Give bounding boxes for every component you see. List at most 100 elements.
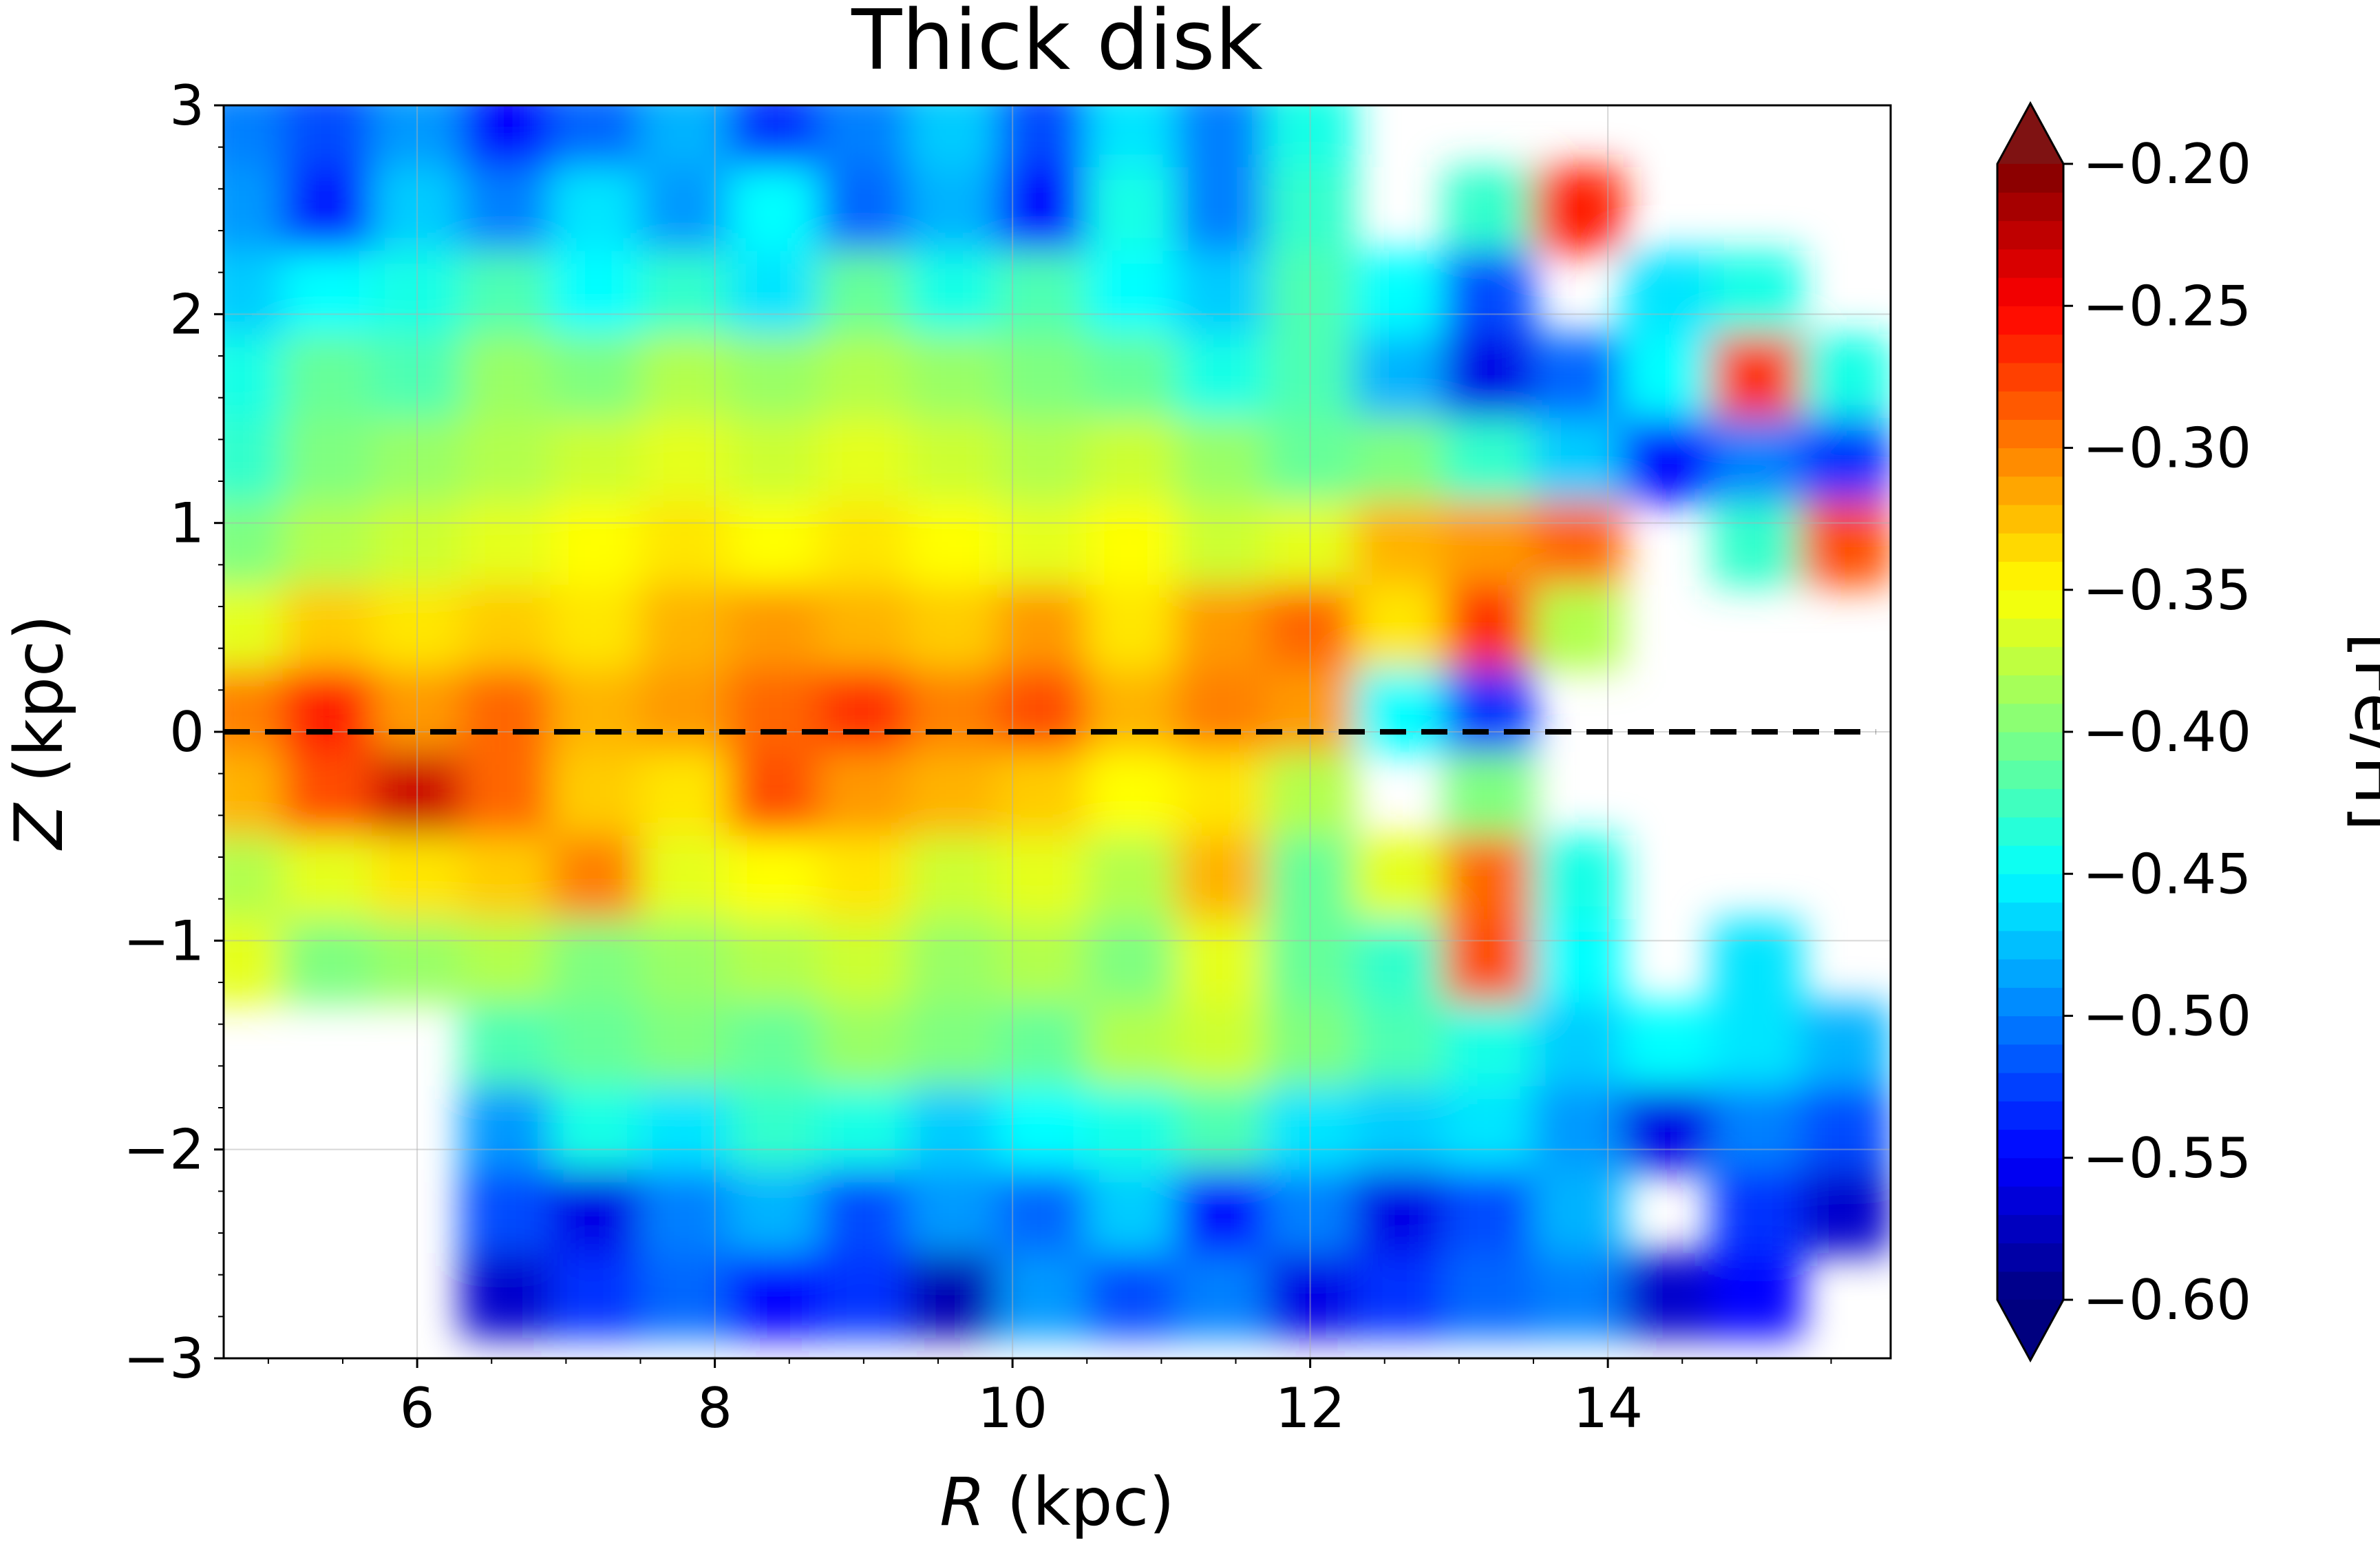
heatmap-cell (1086, 418, 1177, 503)
heatmap-cell (1176, 334, 1266, 419)
heatmap-cell (997, 835, 1088, 920)
x-axis-ticks: 6 8 10 12 14 (267, 1358, 1832, 1440)
heatmap-cell (639, 1253, 731, 1338)
heatmap-cell (1711, 501, 1803, 587)
heatmap-cell (997, 1170, 1088, 1255)
heatmap-cell (907, 1253, 999, 1338)
heatmap-cell (639, 1086, 731, 1171)
heatmap-cell (818, 919, 909, 1004)
colorbar-level (1997, 277, 2063, 306)
heatmap-cell (1533, 501, 1624, 587)
heatmap-cell (550, 835, 641, 920)
heatmap-cell (639, 418, 731, 503)
colorbar-level (1997, 419, 2063, 449)
colorbar-level (1997, 1186, 2063, 1215)
heatmap-cell (997, 1253, 1088, 1338)
heatmap-cell (907, 105, 999, 169)
heatmap-cell (1622, 1253, 1713, 1338)
heatmap-cell (997, 418, 1088, 503)
colorbar-level (1997, 1015, 2063, 1045)
heatmap-cell (907, 668, 999, 754)
heatmap-cell (729, 501, 820, 587)
y-axis-ticks: −3 −2 −1 0 1 2 3 (123, 74, 224, 1391)
heatmap-cell (1711, 1253, 1803, 1338)
heatmap-cell (1443, 167, 1534, 253)
heatmap-cell (1800, 418, 1891, 503)
colorbar-tick-label: −0.30 (2083, 417, 2251, 481)
heatmap-cell (1176, 752, 1266, 837)
heatmap-cell (1086, 752, 1177, 837)
colorbar-level (1997, 391, 2063, 420)
colorbar-tick-label: −0.55 (2083, 1126, 2251, 1190)
heatmap-cell (818, 501, 909, 587)
heatmap-cell (282, 167, 374, 253)
heatmap-cell (282, 584, 374, 670)
heatmap-cell (224, 835, 284, 920)
heatmap-cell (818, 668, 909, 754)
heatmap-cell (461, 1170, 552, 1255)
colorbar-level (1997, 987, 2063, 1017)
y-axis-label: Z (kpc) (1, 615, 78, 852)
heatmap-cell (461, 835, 552, 920)
heatmap-cell (639, 835, 731, 920)
chart-title: Thick disk (851, 0, 1263, 89)
heatmap-cell (907, 835, 999, 920)
x-axis-unit: (kpc) (986, 1464, 1175, 1541)
heatmap-cell (224, 334, 284, 419)
heatmap-cell (1711, 919, 1803, 1004)
heatmap-cell (1443, 1002, 1534, 1088)
colorbar-level (1997, 220, 2063, 250)
heatmap-cell (997, 752, 1088, 837)
colorbar-level (1997, 1073, 2063, 1102)
heatmap-cell (639, 251, 731, 336)
heatmap-cell (729, 1002, 820, 1088)
heatmap-cell (1443, 1086, 1534, 1171)
x-tick-label: 6 (400, 1376, 435, 1440)
heatmap-cell (461, 334, 552, 419)
heatmap-cell (1176, 418, 1266, 503)
y-tick-label: −1 (123, 909, 204, 973)
heatmap-cell (1533, 167, 1624, 253)
colorbar-level (1997, 164, 2063, 193)
heatmap-cell (1086, 501, 1177, 587)
heatmap-cell (1354, 835, 1445, 920)
heatmap-cell (461, 167, 552, 253)
heatmap-cell (1176, 501, 1266, 587)
x-axis-variable: R (939, 1464, 986, 1541)
heatmap-cell (550, 752, 641, 837)
heatmap-cell (907, 501, 999, 587)
heatmap-cell (224, 251, 284, 336)
heatmap-cell (907, 584, 999, 670)
heatmap-cell (1711, 334, 1803, 419)
heatmap-cell (1443, 501, 1534, 587)
colorbar-level (1997, 505, 2063, 534)
x-tick-label: 14 (1573, 1376, 1643, 1440)
colorbar-level (1997, 533, 2063, 562)
heatmap-cell (997, 1086, 1088, 1171)
colorbar-level (1997, 902, 2063, 931)
heatmap-cell (997, 334, 1088, 419)
heatmap-cell (1354, 1170, 1445, 1255)
colorbar-tick-label: −0.60 (2083, 1268, 2251, 1332)
heatmap-cell (1086, 1170, 1177, 1255)
heatmap-cell (1533, 1002, 1624, 1088)
heatmap-cell (282, 251, 374, 336)
colorbar-level (1997, 447, 2063, 477)
colorbar-level (1997, 334, 2063, 363)
colorbar-level (1997, 561, 2063, 591)
heatmap-cell (729, 835, 820, 920)
heatmap-cell (550, 668, 641, 754)
y-tick-label: 1 (169, 492, 204, 556)
colorbar-level (1997, 589, 2063, 619)
heatmap-cell (1443, 919, 1534, 1004)
colorbar-extend-min (1997, 1300, 2063, 1360)
heatmap-cell (818, 752, 909, 837)
colorbar: −0.60 −0.55 −0.50 −0.45 −0.40 −0.35 −0.30 −0.25… (1996, 101, 2251, 1363)
heatmap-cell (1086, 835, 1177, 920)
heatmap-cell (1800, 501, 1891, 587)
heatmap-cell (461, 584, 552, 670)
heatmap-cell (1086, 1253, 1177, 1338)
heatmap-cell (1800, 1086, 1891, 1171)
heatmap-cell (1622, 1086, 1713, 1171)
